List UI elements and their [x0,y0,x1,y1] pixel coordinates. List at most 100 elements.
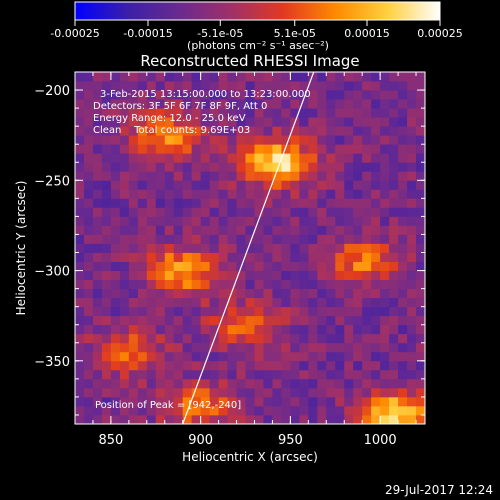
heatmap-cell [83,288,94,299]
heatmap-cell [263,414,273,424]
heatmap-cell [83,387,94,398]
heatmap-cell [209,369,219,380]
heatmap-cell [281,351,291,362]
heatmap-cell [227,90,237,100]
heatmap-cell [137,261,148,271]
heatmap-cell [227,72,237,82]
heatmap-cell [209,162,219,172]
heatmap-cell [344,396,354,407]
heatmap-cell [281,225,291,235]
heatmap-cell [281,270,291,280]
heatmap-cell [146,270,157,280]
heatmap-cell [398,351,408,362]
heatmap-cell [191,108,202,118]
heatmap-cell [317,270,327,280]
heatmap-cell [299,234,309,244]
heatmap-cell [128,180,139,190]
heatmap-cell [200,243,211,253]
heatmap-cell [191,261,202,271]
heatmap-cell [380,207,390,217]
heatmap-cell [290,135,300,145]
heatmap-cell [299,135,309,145]
heatmap-cell [245,369,255,380]
heatmap-cell [155,90,166,100]
heatmap-cell [272,234,282,244]
heatmap-cell [137,297,148,308]
heatmap-cell [326,369,336,380]
heatmap-cell [164,261,175,271]
heatmap-cell [128,198,139,208]
heatmap-cell [173,261,184,271]
heatmap-cell [128,315,139,326]
heatmap-cell [308,342,318,353]
heatmap-cell [110,279,121,290]
heatmap-cell [218,198,228,208]
heatmap-cell [335,243,345,253]
heatmap-cell [92,315,103,326]
heatmap-cell [290,396,300,407]
heatmap-cell [209,117,219,127]
heatmap-cell [164,207,175,217]
heatmap-cell [146,171,157,181]
heatmap-cell [119,117,130,127]
heatmap-cell [299,279,309,290]
heatmap-cell [245,153,255,163]
heatmap-cell [353,261,363,271]
heatmap-cell [92,144,103,154]
heatmap-cell [299,252,309,262]
heatmap-cell [227,288,237,299]
heatmap-cell [281,189,291,199]
heatmap-cell [335,270,345,280]
heatmap-cell [200,126,211,136]
heatmap-cell [299,126,309,136]
heatmap-cell [146,198,157,208]
heatmap-cell [164,99,175,109]
heatmap-cell [236,189,246,199]
heatmap-cell [362,234,372,244]
heatmap-cell [110,162,121,172]
heatmap-cell [83,117,94,127]
heatmap-cell [263,216,273,226]
heatmap-cell [254,414,264,424]
heatmap-cell [128,306,139,317]
heatmap-cell [182,117,193,127]
heatmap-cell [119,180,130,190]
heatmap-cell [146,378,157,389]
heatmap-cell [389,351,399,362]
heatmap-cell [407,279,417,290]
heatmap-cell [137,162,148,172]
heatmap-cell [119,333,130,344]
heatmap-cell [119,324,130,335]
heatmap-cell [209,252,219,262]
heatmap-cell [119,108,130,118]
heatmap-cell [389,198,399,208]
heatmap-cell [209,396,219,407]
heatmap-cell [137,342,148,353]
heatmap-cell [128,153,139,163]
heatmap-cell [362,108,372,118]
heatmap-cell [407,405,417,416]
heatmap-cell [344,414,354,424]
heatmap-cell [344,288,354,299]
heatmap-cell [371,342,381,353]
heatmap-cell [290,306,300,317]
heatmap-cell [308,135,318,145]
heatmap-cell [353,252,363,262]
heatmap-cell [272,81,282,91]
heatmap-cell [299,198,309,208]
heatmap-cell [173,162,184,172]
heatmap-cell [290,288,300,299]
heatmap-cell [137,180,148,190]
footer-timestamp: 29-Jul-2017 12:24 [385,483,493,497]
heatmap-cell [353,216,363,226]
heatmap-cell [389,288,399,299]
heatmap-cell [299,171,309,181]
heatmap-cell [75,126,85,136]
heatmap-cell [164,225,175,235]
heatmap-cell [75,297,85,308]
heatmap-cell [155,171,166,181]
heatmap-cell [236,180,246,190]
heatmap-cell [407,297,417,308]
heatmap-cell [146,72,157,82]
